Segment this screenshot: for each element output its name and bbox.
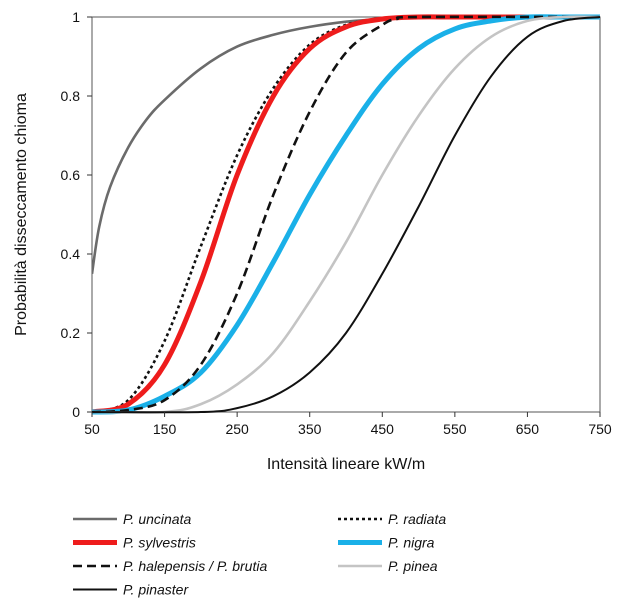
series-line-p-pinea (92, 15, 600, 414)
plot-area (91, 14, 601, 415)
legend-label-p-uncinata: P. uncinata (123, 511, 191, 527)
legend-label-p-radiata: P. radiata (388, 511, 446, 527)
y-tick-label: 0.2 (61, 325, 81, 341)
legend-label-p-halepensis-p-brutia: P. halepensis / P. brutia (123, 558, 267, 574)
x-tick-label: 250 (225, 421, 249, 437)
x-tick-label: 550 (443, 421, 467, 437)
y-tick-label: 0.8 (61, 88, 81, 104)
plot-frame (91, 16, 601, 413)
series-line-p-pinaster (92, 16, 600, 414)
x-tick-label: 50 (84, 421, 100, 437)
x-tick-label: 650 (516, 421, 540, 437)
x-tick-label: 750 (588, 421, 612, 437)
y-axis: 0 0.2 0.4 0.6 0.8 1 (61, 9, 92, 420)
series-line-p-halepensis-p-brutia (92, 15, 600, 414)
legend-label-p-pinea: P. pinea (388, 558, 438, 574)
y-tick-label: 0 (72, 404, 80, 420)
legend-label-p-pinaster: P. pinaster (123, 582, 189, 598)
x-tick-label: 450 (371, 421, 395, 437)
x-tick-label: 350 (298, 421, 322, 437)
series-line-p-sylvestris (92, 14, 600, 415)
y-tick-label: 1 (72, 9, 80, 25)
y-tick-label: 0.4 (61, 246, 81, 262)
y-axis-title: Probabilità disseccamento chioma (13, 93, 30, 336)
x-axis-title: Intensità lineare kW/m (267, 456, 425, 473)
series-line-p-radiata (92, 15, 600, 414)
x-tick-label: 150 (153, 421, 177, 437)
y-tick-label: 0.6 (61, 167, 81, 183)
series-group (92, 14, 600, 415)
legend: P. uncinata P. radiata P. sylvestris P. nig… (73, 511, 446, 598)
legend-label-p-sylvestris: P. sylvestris (123, 535, 196, 551)
series-line-p-uncinata (92, 15, 600, 274)
legend-label-p-nigra: P. nigra (388, 535, 435, 551)
x-axis: 50 150 250 350 450 550 650 750 (84, 412, 612, 437)
